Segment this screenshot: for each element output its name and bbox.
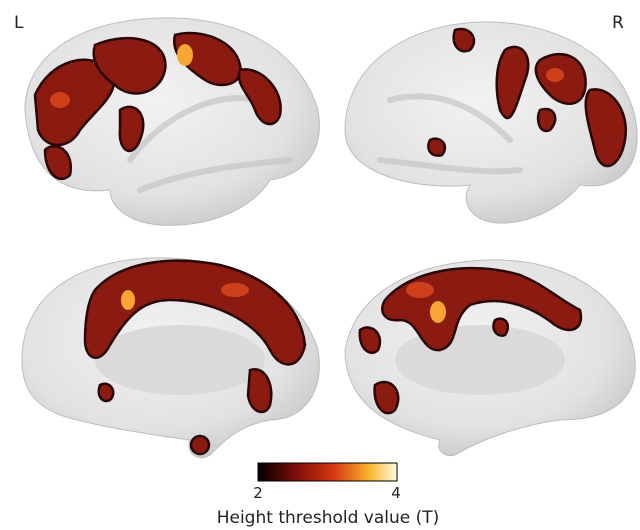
- colorbar-tick: 4: [391, 484, 401, 502]
- colorbar: [257, 462, 398, 482]
- brain-left-lateral: [24, 17, 320, 226]
- hemisphere-label: R: [612, 13, 624, 33]
- hemisphere-label: L: [14, 13, 24, 33]
- colorbar-tick: 2: [253, 484, 263, 502]
- brain-left-medial: [21, 257, 320, 459]
- brain-right-lateral: [344, 21, 638, 224]
- brain-right-medial: [344, 259, 636, 457]
- colorbar-label: Height threshold value (T): [217, 508, 440, 528]
